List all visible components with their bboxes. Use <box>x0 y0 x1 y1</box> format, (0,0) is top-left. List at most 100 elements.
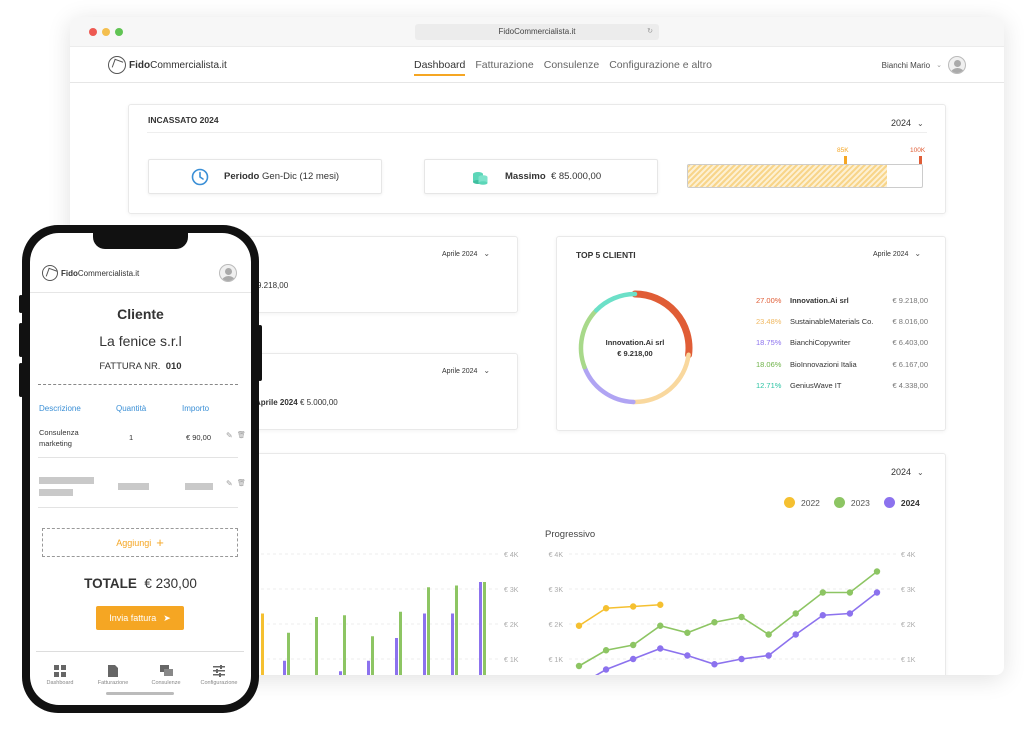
user-menu[interactable]: Bianchi Mario ⌄ <box>882 56 966 74</box>
nav-fatturazione[interactable]: Fatturazione <box>475 59 534 71</box>
phone-user-avatar[interactable] <box>219 264 237 282</box>
bar-2024[interactable] <box>451 613 454 676</box>
minimize-window-button[interactable] <box>102 28 110 36</box>
line-point-2022[interactable] <box>629 603 637 610</box>
edit-icon[interactable]: ✎ <box>226 479 233 488</box>
line-point-2023[interactable] <box>657 622 664 629</box>
incassato-title: INCASSATO 2024 <box>148 115 219 125</box>
line-point-2023[interactable] <box>792 610 799 617</box>
line-point-2022[interactable] <box>657 601 664 608</box>
line-point-2024[interactable] <box>819 612 827 619</box>
bar-2022[interactable] <box>261 613 264 676</box>
card2-month-select[interactable]: Aprile 2024 ⌄ <box>442 366 490 375</box>
send-invoice-button[interactable]: Invia fattura ➤ <box>96 606 184 630</box>
bar-2023[interactable] <box>315 617 318 675</box>
bar-2023[interactable] <box>399 611 402 675</box>
y-tick-label: € 1K <box>901 657 916 664</box>
line-point-2024[interactable] <box>792 631 799 638</box>
line-point-2024[interactable] <box>765 652 772 659</box>
line-point-2024[interactable] <box>846 610 854 617</box>
nav-consulenze[interactable]: Consulenze <box>543 59 600 71</box>
line-point-2022[interactable] <box>575 622 583 629</box>
add-item-button[interactable]: Aggiungi + <box>42 528 238 557</box>
tab-fatturazione[interactable]: Fatturazione <box>88 665 138 686</box>
line-point-2023[interactable] <box>629 641 637 649</box>
reload-icon[interactable]: ↻ <box>647 28 653 35</box>
bar-2023[interactable] <box>343 615 346 675</box>
bar-2023[interactable] <box>455 585 458 676</box>
nav-configurazione[interactable]: Configurazione e altro <box>609 59 712 71</box>
send-invoice-label: Invia fattura <box>109 613 157 623</box>
donut-slice[interactable] <box>631 290 693 359</box>
client-value: € 6.403,00 <box>892 338 928 348</box>
line-point-2023[interactable] <box>765 631 772 638</box>
maximize-window-button[interactable] <box>115 28 123 36</box>
line-point-2023[interactable] <box>684 629 691 636</box>
edit-icon[interactable]: ✎ <box>226 431 233 440</box>
line-point-2023[interactable] <box>873 568 881 575</box>
bar-2024[interactable] <box>479 582 482 675</box>
coins-icon <box>473 171 488 185</box>
total-label: TOTALE <box>84 576 137 591</box>
legend-2024[interactable]: 2024 <box>883 497 920 508</box>
user-avatar[interactable] <box>948 56 966 74</box>
logo-icon <box>42 265 58 281</box>
chart-year-select[interactable]: 2024 ⌄ <box>891 467 924 477</box>
legend-2022[interactable]: 2022 <box>784 497 820 508</box>
line-point-2024[interactable] <box>602 666 610 673</box>
line-point-2024[interactable] <box>711 661 718 668</box>
line-point-2023[interactable] <box>819 589 827 596</box>
chart-year-value: 2024 <box>891 467 912 477</box>
chevron-down-icon: ⌄ <box>483 249 491 258</box>
line-point-2023[interactable] <box>738 613 745 621</box>
bar-2023[interactable] <box>371 636 374 675</box>
bar-2024[interactable] <box>339 671 342 675</box>
donut-slice[interactable] <box>631 352 691 405</box>
bar-2023[interactable] <box>483 582 486 675</box>
donut-slice[interactable] <box>582 364 636 405</box>
bar-2024[interactable] <box>283 660 286 675</box>
client-percent: 27.00% <box>756 296 782 305</box>
phone-logo[interactable]: Fido Commercialista.it <box>42 265 139 281</box>
legend-2022-label: 2022 <box>801 497 820 508</box>
line-point-2023[interactable] <box>711 619 718 626</box>
url-bar[interactable]: FidoCommercialista.it ↻ <box>415 24 659 40</box>
invoice-number-value: 010 <box>165 361 182 372</box>
donut-slice[interactable] <box>578 308 599 370</box>
trash-icon[interactable]: 🗑 <box>237 432 246 439</box>
browser-titlebar: FidoCommercialista.it ↻ <box>70 17 1004 47</box>
line-point-2022[interactable] <box>602 605 610 612</box>
bar-2023[interactable] <box>427 587 430 675</box>
app-header: Fido Commercialista.it Dashboard Fatturaz… <box>70 47 1004 83</box>
line-point-2024[interactable] <box>738 655 745 663</box>
top5-month-select[interactable]: Aprile 2024 ⌄ <box>873 249 921 258</box>
line-point-2024[interactable] <box>629 655 637 663</box>
line-point-2023[interactable] <box>575 662 583 670</box>
line-point-2024[interactable] <box>873 589 881 596</box>
grid-icon <box>54 665 66 677</box>
line-point-2024[interactable] <box>657 645 664 652</box>
legend-2023[interactable]: 2023 <box>833 497 870 508</box>
line-point-2023[interactable] <box>602 647 610 654</box>
bar-2024[interactable] <box>423 613 426 676</box>
top5-client-row: 12.71% GeniusWave IT € 4.338,00 <box>756 381 928 390</box>
document-icon <box>108 665 118 677</box>
tab-configurazione[interactable]: Configurazione <box>194 665 244 686</box>
close-window-button[interactable] <box>89 28 97 36</box>
logo[interactable]: Fido Commercialista.it <box>108 56 227 74</box>
bar-2024[interactable] <box>367 660 370 675</box>
tab-consulenze[interactable]: Consulenze <box>141 665 191 686</box>
bar-2023[interactable] <box>287 632 290 675</box>
trash-icon[interactable]: 🗑 <box>237 480 246 487</box>
card1-month-select[interactable]: Aprile 2024 ⌄ <box>442 249 490 258</box>
bar-2024[interactable] <box>395 638 398 675</box>
line-point-2023[interactable] <box>846 589 854 596</box>
placeholder-amount <box>185 483 213 490</box>
tab-dashboard[interactable]: Dashboard <box>35 665 85 686</box>
incassato-card: INCASSATO 2024 2024 ⌄ Periodo Gen-Dic (12… <box>128 104 946 214</box>
period-box: Periodo Gen-Dic (12 mesi) <box>148 159 382 194</box>
line-point-2024[interactable] <box>684 652 691 659</box>
donut-slice[interactable] <box>594 291 638 313</box>
incassato-year-select[interactable]: 2024 ⌄ <box>891 118 924 128</box>
nav-dashboard[interactable]: Dashboard <box>414 59 466 76</box>
